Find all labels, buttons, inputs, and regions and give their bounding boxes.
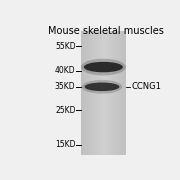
Bar [106,31,107,155]
Bar [86,31,87,155]
Bar [121,31,122,155]
Text: Mouse skeletal muscles: Mouse skeletal muscles [48,26,164,36]
Bar [116,31,117,155]
Bar [125,31,126,155]
Bar [117,31,118,155]
Bar [96,31,97,155]
Bar [101,31,102,155]
Bar [89,31,90,155]
Bar [105,31,106,155]
Bar [92,31,93,155]
Bar [83,31,84,155]
Bar [123,31,125,155]
Bar [112,31,113,155]
Bar [114,31,116,155]
Text: 35KD: 35KD [55,82,76,91]
Bar [81,31,82,155]
Bar [109,31,110,155]
Bar [111,31,112,155]
Bar [102,31,103,155]
Bar [120,31,121,155]
Bar [118,31,119,155]
Bar [88,31,89,155]
Ellipse shape [85,82,120,91]
Text: 25KD: 25KD [55,106,76,115]
Bar [103,31,105,155]
Bar [97,31,98,155]
Text: 55KD: 55KD [55,42,76,51]
Bar [87,31,88,155]
Bar [84,31,86,155]
Bar [81,31,126,155]
Bar [91,31,92,155]
Bar [110,31,111,155]
Bar [113,31,114,155]
Bar [122,31,123,155]
Bar [119,31,120,155]
Bar [100,31,101,155]
Bar [108,31,109,155]
Ellipse shape [84,62,123,72]
Bar [107,31,108,155]
Bar [93,31,94,155]
Ellipse shape [82,80,122,94]
Ellipse shape [81,59,126,75]
Bar [98,31,99,155]
Bar [90,31,91,155]
Text: 15KD: 15KD [55,140,76,149]
Bar [94,31,96,155]
Text: 40KD: 40KD [55,66,76,75]
Bar [82,31,83,155]
Text: CCNG1: CCNG1 [131,82,161,91]
Bar [99,31,100,155]
